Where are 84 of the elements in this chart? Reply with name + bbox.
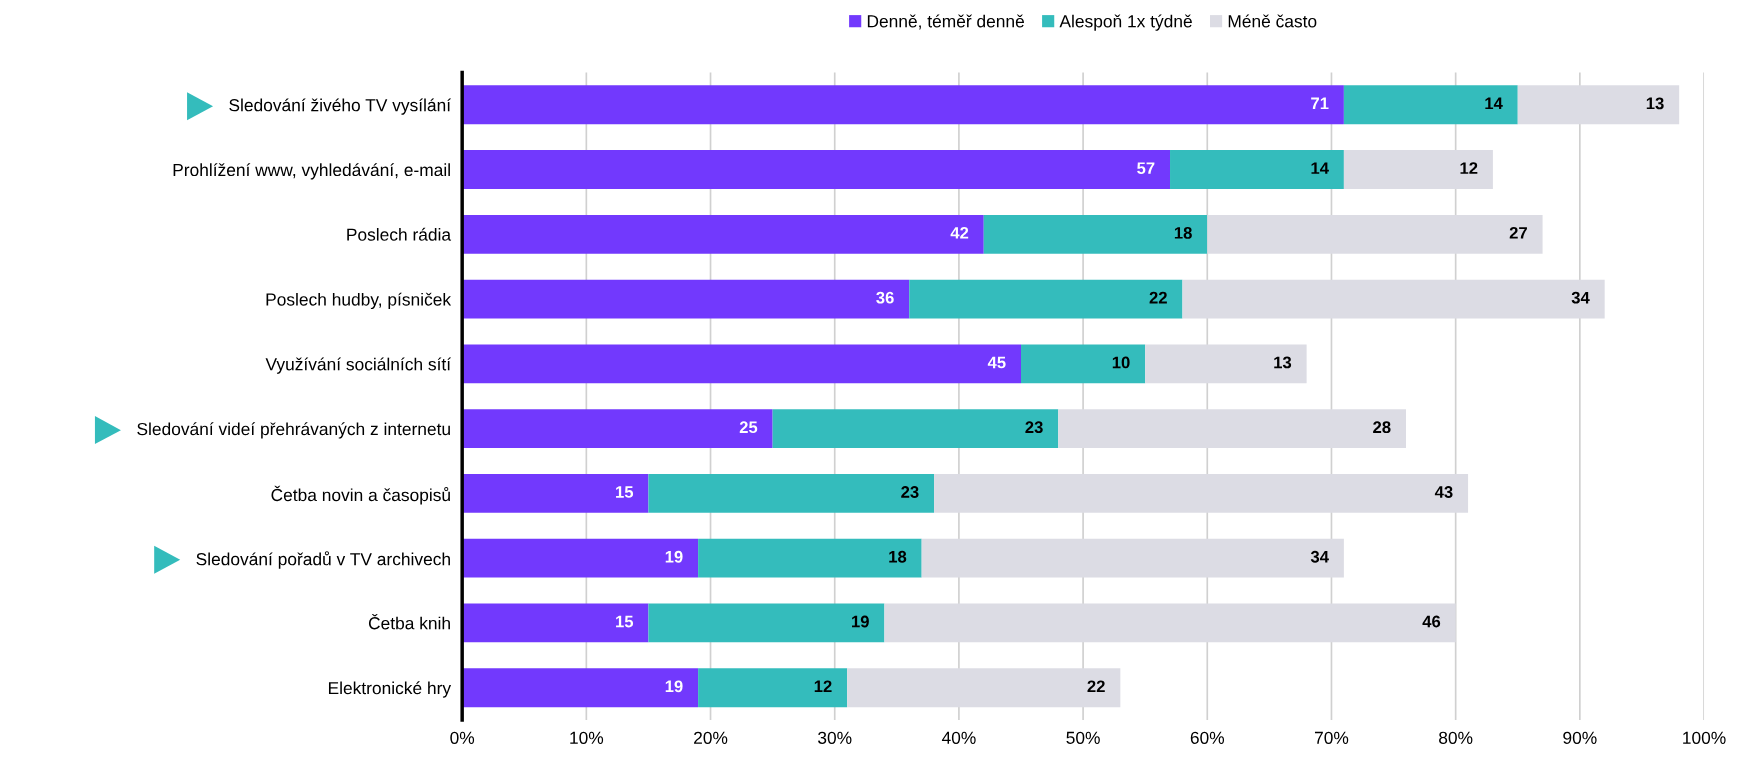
bar [1170,150,1344,189]
data-label: 18 [1174,226,1192,239]
x-tick-label: 60% [1190,731,1225,744]
bar [462,668,699,708]
data-label: 14 [1485,97,1503,110]
data-label: 25 [739,421,758,434]
data-label: 12 [1460,162,1478,174]
data-label: 45 [987,356,1006,369]
data-label: 19 [665,680,683,693]
y-tick-label: Poslech rádia [347,227,452,241]
data-label: 43 [1434,486,1453,498]
data-label: 57 [1137,162,1155,175]
y-tick-label: Prohlížení www, vyhledávání, e-mail [173,163,450,180]
x-tick-label: 90% [1563,731,1597,744]
data-label: 28 [1373,421,1391,434]
bar [648,473,935,513]
bar [1058,409,1406,449]
bar [462,344,1021,384]
bar [934,473,1469,513]
x-tick-label: 0% [450,731,475,744]
bar [462,538,699,578]
data-label: 13 [1274,356,1292,369]
data-label: 42 [950,226,969,239]
bar [462,85,1344,125]
y-tick-label: Využívání sociálních sítí [265,357,451,374]
bar [462,214,984,254]
bar [1343,85,1518,125]
x-tick-label: 30% [818,731,852,744]
bar [1207,214,1543,254]
bar [462,150,1171,189]
y-tick-label: Elektronické hry [328,681,452,698]
data-label: 22 [1087,680,1105,693]
x-tick-label: 50% [1066,731,1100,744]
x-tick-label: 10% [570,731,604,744]
x-tick-label: 70% [1314,731,1349,744]
bar [1145,344,1307,384]
data-label: 46 [1422,615,1441,628]
data-label: 15 [616,486,634,498]
bar [462,603,649,643]
bar [462,279,910,319]
bar [1343,150,1493,189]
y-tick-label: Četba novin a časopisů [271,485,450,505]
y-tick-label: Četba knih [368,614,450,630]
data-label: 15 [616,615,634,628]
data-label: 14 [1311,162,1329,174]
y-tick-label: Sledování pořadů v TV archivech [196,551,450,569]
bar [462,409,773,449]
bar [909,279,1183,319]
bar [698,668,848,708]
data-label: 19 [665,550,683,563]
data-label: 71 [1311,97,1329,110]
bar [1021,344,1146,384]
legend-label: Méně často [1228,14,1317,28]
legend-label: Alespoň 1x týdně [1059,14,1192,31]
bar [847,668,1121,708]
data-label: 36 [876,291,894,304]
data-label: 13 [1646,97,1664,110]
y-tick-label: Sledování živého TV vysílání [229,98,451,115]
data-label: 27 [1509,226,1527,239]
bar [1182,279,1605,319]
x-tick-label: 20% [694,731,728,744]
bar [462,473,649,513]
bar [698,538,922,578]
data-label: 22 [1149,291,1167,304]
bar [648,603,885,643]
data-label: 23 [901,486,919,498]
y-tick-label: Sledování videí přehrávaných z internetu [137,422,450,439]
bar [1517,85,1680,125]
x-tick-label: 100% [1683,731,1726,744]
legend-label: Denně, téměř denně [867,14,1024,30]
data-label: 34 [1310,550,1329,563]
bar [983,214,1208,254]
x-tick-label: 80% [1439,731,1473,744]
data-label: 23 [1025,421,1043,434]
data-label: 34 [1571,291,1590,304]
bar [772,409,1059,449]
bar [884,603,1456,643]
data-label: 19 [852,615,869,628]
y-tick-label: Poslech hudby, písniček [266,292,452,310]
data-label: 18 [889,550,907,563]
data-label: 10 [1112,356,1130,369]
bar [921,538,1344,578]
data-label: 12 [814,680,832,693]
x-tick-label: 40% [941,731,976,744]
